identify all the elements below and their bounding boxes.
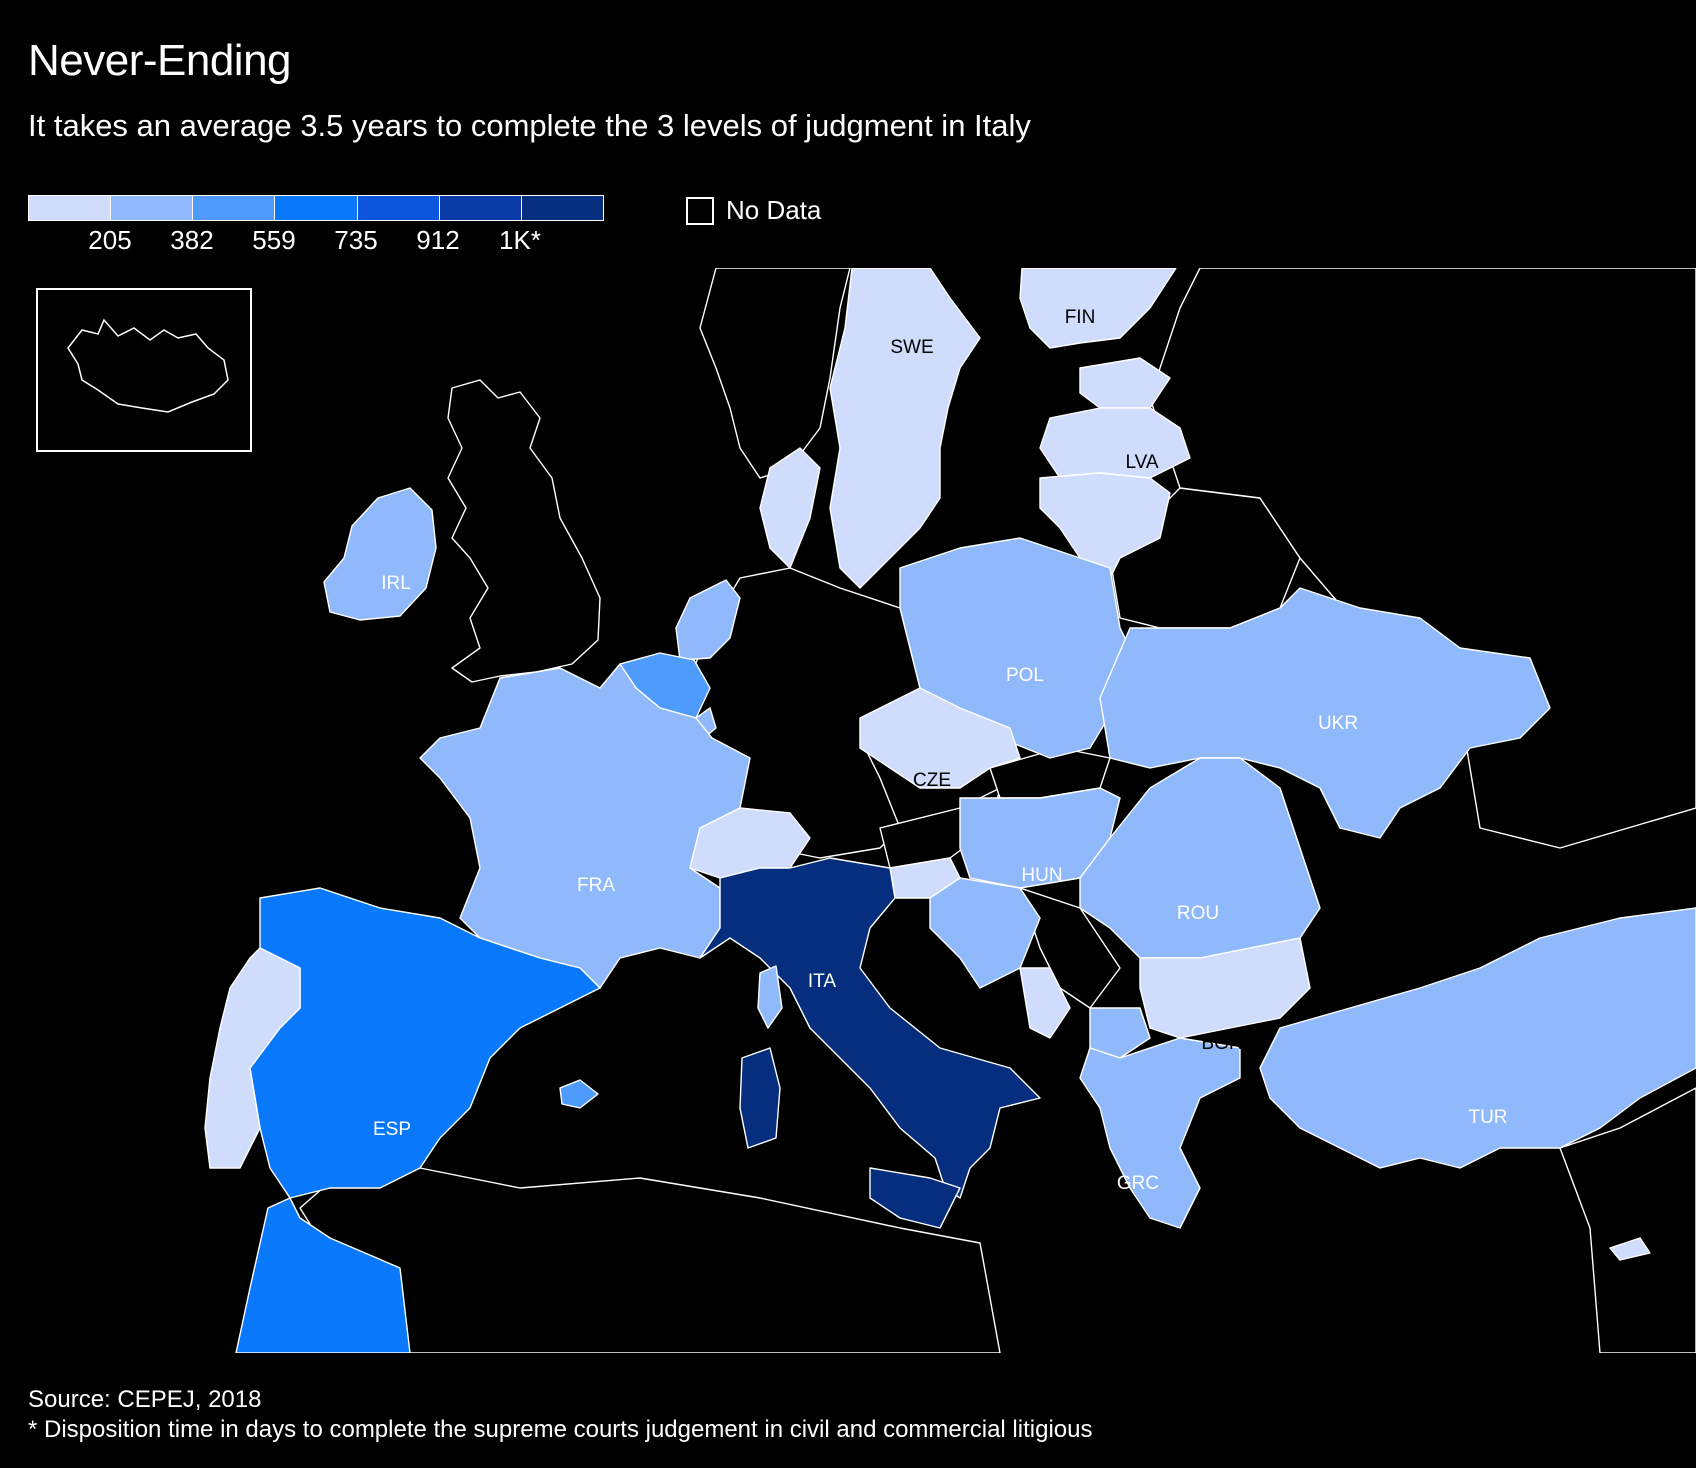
legend-tick-5: 1K* [499,225,541,255]
country-label-fra: FRA [577,875,615,896]
country-pol [899,537,1131,759]
country-prt [204,947,301,1169]
island-sicily [869,1167,961,1229]
country-label-grc: GRC [1117,1173,1159,1194]
legend-swatch-2 [193,196,276,220]
europe-map: SWE FIN LVA IRL POL UKR CZE FRA HUN ROU ITA BGR ESP T… [204,268,1696,1353]
legend-swatch-1 [111,196,194,220]
country-ukr [1099,587,1551,839]
country-lva [1039,407,1191,479]
country-ltu [1039,472,1171,579]
legend-color-bar [28,195,604,221]
legend-swatch-0 [29,196,112,220]
country-rou [1079,757,1321,959]
country-grc [1079,1037,1241,1229]
legend-tick-2: 559 [252,225,296,255]
no-data-legend: No Data [686,195,821,226]
country-mar [235,1197,411,1353]
country-tur [1259,907,1696,1169]
no-data-label: No Data [726,195,822,225]
footnote: * Disposition time in days to complete t… [28,1416,1093,1443]
iceland-inset-map [67,318,229,413]
legend-swatch-4 [357,196,440,220]
legend-swatch-3 [275,196,358,220]
country-label-esp: ESP [373,1119,411,1140]
country-irl [323,487,437,621]
country-labels: SWE FIN LVA IRL POL UKR CZE FRA HUN ROU ITA BGR ESP T… [373,307,1508,1194]
country-label-bgr: BGR [1201,1033,1242,1054]
country-nor [699,268,851,479]
country-dnk [759,447,821,569]
no-data-swatch [686,196,714,225]
island-sardinia [739,1047,781,1149]
chart-title: Never-Ending [28,36,292,85]
iceland-inset [36,288,252,452]
country-gbr [447,379,601,683]
legend-tick-1: 382 [170,225,214,255]
country-label-ukr: UKR [1318,713,1358,734]
country-label-rou: ROU [1177,903,1219,924]
country-label-hun: HUN [1021,865,1062,886]
country-cyp [1609,1237,1651,1261]
country-label-irl: IRL [381,573,411,594]
country-bgr [1139,937,1311,1039]
country-label-ita: ITA [808,971,836,992]
country-label-swe: SWE [890,337,933,358]
country-mne-alb [1019,967,1071,1039]
country-swe [829,268,981,589]
legend-tick-3: 735 [334,225,378,255]
iceland-outline [67,318,229,413]
country-label-pol: POL [1006,665,1044,686]
legend-tick-labels: 205 382 559 735 912 1K* [28,221,628,257]
country-label-cze: CZE [913,770,951,791]
country-label-fin: FIN [1065,307,1096,328]
legend-tick-4: 912 [416,225,460,255]
country-nld [675,579,741,661]
country-fin [1019,268,1177,349]
legend-swatch-5 [439,196,522,220]
country-syr-area [1559,1087,1696,1353]
country-label-tur: TUR [1468,1107,1507,1128]
country-ita [699,857,1041,1199]
source-note: Source: CEPEJ, 2018 [28,1386,262,1413]
country-mkd [1089,1007,1151,1059]
country-label-lva: LVA [1125,452,1158,473]
legend-tick-0: 205 [88,225,132,255]
color-legend: 205 382 559 735 912 1K* [28,195,628,257]
legend-swatch-6 [521,196,603,220]
island-corsica [757,965,783,1029]
chart-subtitle: It takes an average 3.5 years to complet… [28,108,1031,143]
island-baleares [559,1079,599,1109]
country-cze [859,687,1021,789]
